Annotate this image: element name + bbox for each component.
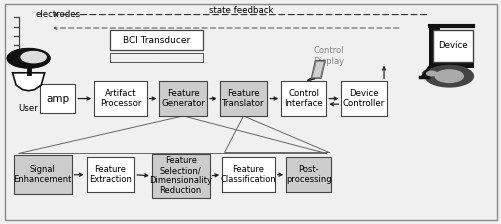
Text: amp: amp xyxy=(46,94,69,103)
FancyBboxPatch shape xyxy=(110,30,203,50)
Text: electrodes: electrodes xyxy=(35,10,80,19)
FancyBboxPatch shape xyxy=(432,30,472,62)
Circle shape xyxy=(422,69,440,78)
Polygon shape xyxy=(311,60,325,78)
Text: User: User xyxy=(19,104,39,113)
Polygon shape xyxy=(312,62,324,77)
FancyBboxPatch shape xyxy=(159,81,206,116)
FancyBboxPatch shape xyxy=(14,155,72,194)
FancyBboxPatch shape xyxy=(94,81,146,116)
Text: Feature
Classification: Feature Classification xyxy=(220,165,276,184)
Text: Device: Device xyxy=(437,41,467,50)
Text: Artifact
Processor: Artifact Processor xyxy=(100,89,141,108)
Text: Control
Interface: Control Interface xyxy=(284,89,323,108)
Text: Device
Controller: Device Controller xyxy=(342,89,384,108)
FancyBboxPatch shape xyxy=(151,154,209,198)
FancyBboxPatch shape xyxy=(219,81,267,116)
FancyBboxPatch shape xyxy=(286,157,331,192)
Text: state feedback: state feedback xyxy=(208,6,273,15)
FancyBboxPatch shape xyxy=(86,157,134,192)
Text: Post-
processing: Post- processing xyxy=(286,165,331,184)
Text: Feature
Selection/
Dimensionality
Reduction: Feature Selection/ Dimensionality Reduct… xyxy=(149,156,212,195)
FancyBboxPatch shape xyxy=(40,84,75,113)
FancyBboxPatch shape xyxy=(5,4,496,220)
FancyBboxPatch shape xyxy=(428,63,473,68)
Text: Feature
Translator: Feature Translator xyxy=(222,89,264,108)
Text: Feature
Extraction: Feature Extraction xyxy=(89,165,132,184)
Text: Control
Display: Control Display xyxy=(313,46,344,66)
FancyBboxPatch shape xyxy=(428,26,439,65)
Circle shape xyxy=(21,52,46,63)
FancyBboxPatch shape xyxy=(221,157,275,192)
Circle shape xyxy=(426,71,436,76)
Text: BCI Transducer: BCI Transducer xyxy=(123,36,190,45)
Circle shape xyxy=(434,70,462,82)
FancyBboxPatch shape xyxy=(341,81,386,116)
Circle shape xyxy=(8,49,50,68)
Text: Feature
Generator: Feature Generator xyxy=(161,89,205,108)
FancyBboxPatch shape xyxy=(281,81,326,116)
Polygon shape xyxy=(13,73,45,91)
Circle shape xyxy=(424,65,472,87)
Text: Signal
Enhancement: Signal Enhancement xyxy=(14,165,72,184)
